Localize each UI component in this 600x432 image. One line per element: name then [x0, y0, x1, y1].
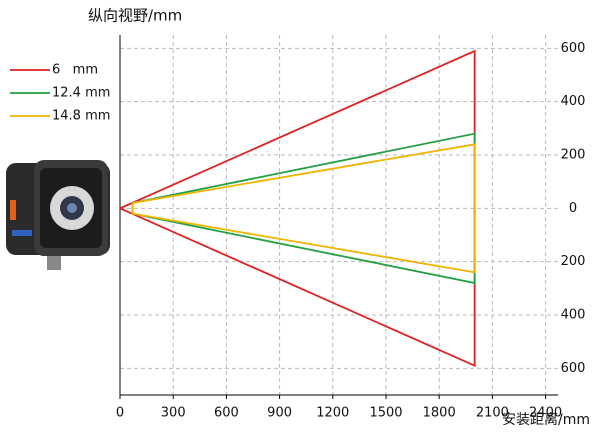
x-tick-label: 900: [267, 406, 292, 421]
camera: [6, 160, 110, 270]
x-tick-label: 300: [161, 406, 186, 421]
x-tick-label: 1200: [316, 406, 349, 421]
y-tick-label: 600: [561, 41, 586, 56]
legend-label: 14.8 mm: [52, 109, 110, 124]
x-tick-label: 2100: [476, 406, 509, 421]
x-tick-label: 600: [214, 406, 239, 421]
x-axis-title: 安装距离/mm: [502, 411, 590, 428]
legend-label: 12.4 mm: [52, 86, 110, 101]
x-tick-label: 2400: [529, 406, 562, 421]
y-tick-label: 200: [561, 254, 586, 269]
series-line: [131, 143, 476, 274]
y-tick-label: 600: [561, 361, 586, 376]
legend-label: 6 mm: [52, 63, 98, 78]
y-tick-label: 200: [561, 148, 586, 163]
y-tick-label: 400: [561, 308, 586, 323]
x-tick-label: 1800: [423, 406, 456, 421]
x-tick-label: 1500: [369, 406, 402, 421]
x-tick-label: 0: [116, 406, 124, 421]
y-axis-title: 纵向视野/mm: [88, 7, 182, 25]
y-tick-label: 400: [561, 94, 586, 109]
y-tick-label: 0: [569, 201, 577, 216]
